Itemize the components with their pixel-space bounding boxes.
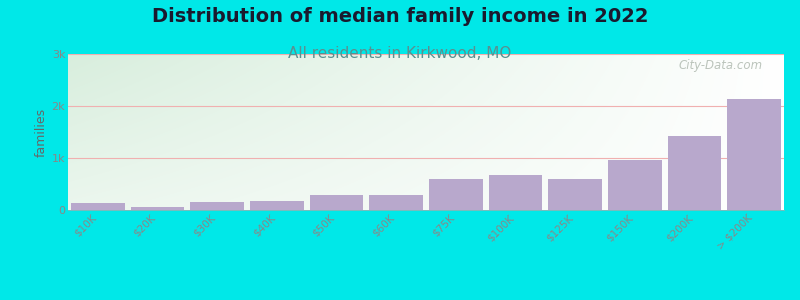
Text: All residents in Kirkwood, MO: All residents in Kirkwood, MO bbox=[288, 46, 512, 62]
Bar bbox=[429, 179, 482, 210]
Bar bbox=[548, 179, 602, 210]
Text: City-Data.com: City-Data.com bbox=[678, 59, 762, 72]
Bar bbox=[130, 207, 184, 210]
Bar bbox=[250, 201, 304, 210]
Bar bbox=[668, 136, 722, 210]
Text: Distribution of median family income in 2022: Distribution of median family income in … bbox=[152, 8, 648, 26]
Bar bbox=[71, 203, 125, 210]
Bar bbox=[608, 160, 662, 210]
Y-axis label: families: families bbox=[34, 107, 47, 157]
Bar bbox=[727, 99, 781, 210]
Bar bbox=[310, 195, 363, 210]
Bar bbox=[370, 195, 423, 210]
Bar bbox=[489, 175, 542, 210]
Bar bbox=[190, 202, 244, 210]
